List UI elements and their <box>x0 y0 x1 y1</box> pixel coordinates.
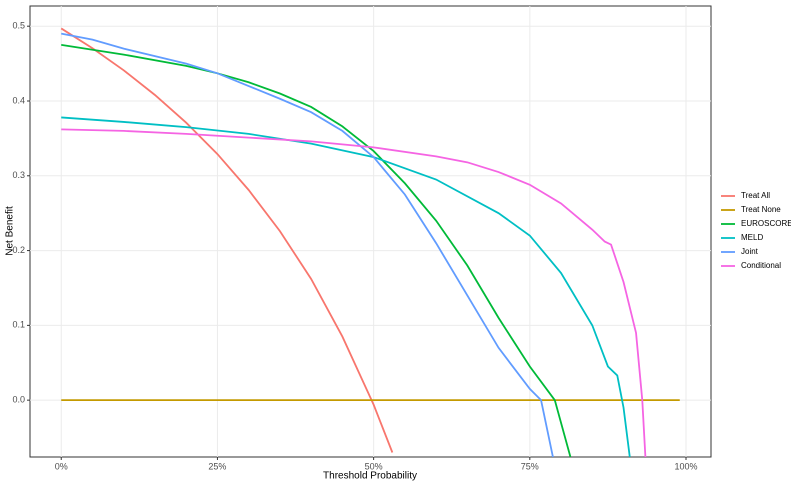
legend-label: Conditional <box>741 261 781 270</box>
series-line <box>61 116 631 457</box>
series-line <box>61 128 647 457</box>
series-line <box>60 27 394 453</box>
x-tick-label: 0% <box>55 461 68 471</box>
legend: Treat All Treat None EUROSCORE MELD Joint Con… <box>721 191 791 270</box>
y-tick-label: 0.4 <box>12 95 25 105</box>
x-tick-label: 25% <box>208 461 226 471</box>
lines <box>60 27 680 457</box>
legend-label: Treat All <box>741 191 770 200</box>
y-tick-label: 0.5 <box>12 21 25 31</box>
legend-label: Treat None <box>741 205 781 214</box>
series-line <box>61 32 554 457</box>
legend-label: EUROSCORE <box>741 219 791 228</box>
x-tick-label: 100% <box>674 461 697 471</box>
x-tick-label: 50% <box>365 461 383 471</box>
series-line <box>61 44 572 457</box>
y-tick-label: 0.3 <box>12 170 25 180</box>
legend-label: MELD <box>741 233 763 242</box>
y-tick-label: 0.2 <box>12 245 25 255</box>
y-axis-title: Net Benefit <box>5 206 16 256</box>
y-tick-label: 0.1 <box>12 320 25 330</box>
plot-panel <box>29 5 712 458</box>
legend-label: Joint <box>741 247 759 256</box>
y-tick-label: 0.0 <box>12 395 25 405</box>
x-axis-title: Threshold Probability <box>323 471 417 482</box>
x-tick-label: 75% <box>521 461 539 471</box>
